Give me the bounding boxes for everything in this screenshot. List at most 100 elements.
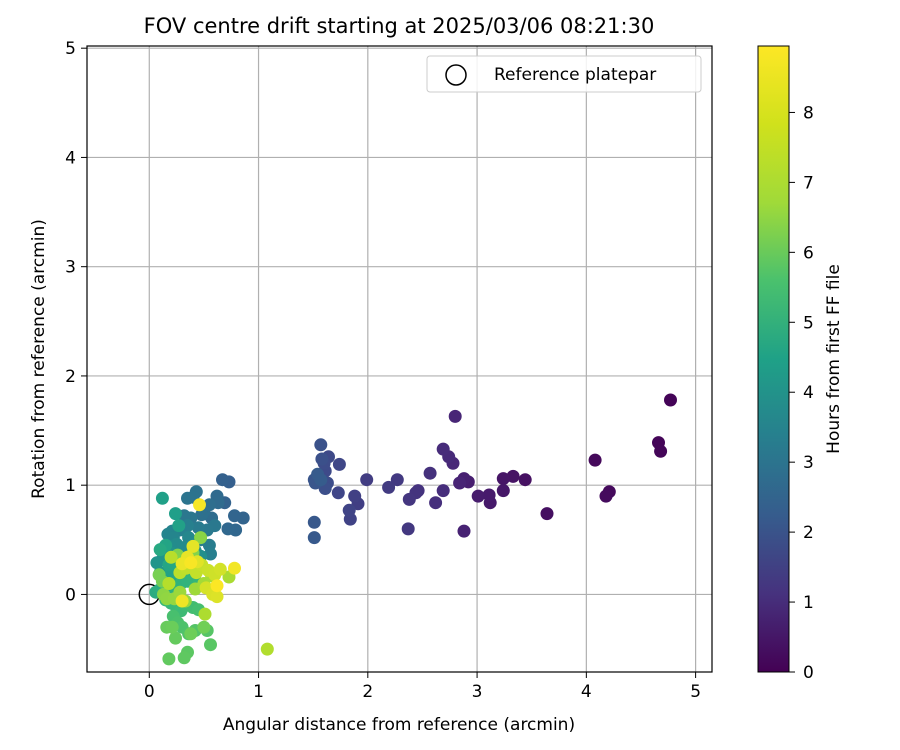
scatter-point [193,498,206,512]
scatter-point [204,547,217,561]
scatter-point [331,486,345,500]
scatter-point [164,550,178,564]
colorbar-tick-label: 5 [803,313,814,333]
scatter-point [228,509,241,523]
x-tick-label: 1 [253,682,264,702]
scatter-point [195,508,209,522]
scatter-point [429,496,443,510]
colorbar-tick-label: 6 [803,243,814,263]
x-tick-label: 4 [581,682,592,702]
scatter-point [471,489,485,503]
scatter-point [448,409,462,423]
scatter-point [588,453,602,467]
scatter-point [204,638,217,652]
scatter-point [186,539,200,553]
scatter-point [194,531,208,545]
scatter-point [423,466,437,480]
x-tick-label: 3 [472,682,483,702]
scatter-point [213,562,227,576]
colorbar-ticks: 0 1 2 3 4 5 6 7 8 [789,103,814,683]
colorbar-tick-label: 0 [803,663,814,683]
scatter-point [390,473,404,487]
scatter-point [332,457,346,471]
scatter-point [210,579,224,593]
scatter-point [314,473,328,487]
scatter-point [184,556,198,570]
scatter-point [169,507,182,521]
scatter-point [342,503,356,517]
scatter-point [172,519,186,533]
y-tick-label: 1 [65,476,76,496]
scatter-point [169,631,182,645]
colorbar [757,45,790,673]
scatter-point [482,488,496,502]
y-axis-label: Rotation from reference (arcmin) [29,219,49,499]
x-tick-label: 2 [362,682,373,702]
scatter-point [192,521,205,535]
scatter-point [210,590,224,604]
scatter-point [314,438,328,452]
scatter-point [155,491,169,505]
y-tick-label: 3 [65,258,76,278]
scatter-point [165,620,179,634]
scatter-point [436,442,450,456]
x-tick-label: 5 [690,682,701,702]
plot-frame [86,45,713,673]
grid [87,46,712,672]
scatter-point [654,444,668,458]
colorbar-tick-label: 7 [803,173,814,193]
scatter-point [177,651,191,665]
colorbar-tick-label: 8 [803,103,814,123]
scatter-point [150,556,164,570]
colorbar-label: Hours from first FF file [824,264,844,454]
scatter-point [228,561,241,575]
colorbar-tick-label: 3 [803,453,814,473]
scatter-point [307,515,321,529]
colorbar-tick-label: 2 [803,523,814,543]
scatter-point [152,568,166,582]
scatter-points [149,393,677,666]
scatter-point [307,531,321,545]
scatter-point [197,620,211,634]
y-tick-label: 5 [65,39,76,59]
scatter-point [315,452,329,466]
y-tick-label: 2 [65,367,76,387]
scatter-point [198,607,212,621]
scatter-point [382,480,396,494]
scatter-point [216,473,229,487]
scatter-point [175,594,189,608]
scatter-point [348,489,362,503]
scatter-point [153,543,167,557]
chart-title: FOV centre drift starting at 2025/03/06 … [144,14,655,38]
y-tick-label: 4 [65,148,76,168]
scatter-point [457,524,471,538]
legend-box [426,55,702,93]
scatter-point [599,489,613,503]
y-tick-label: 0 [65,585,76,605]
scatter-point [221,522,235,536]
scatter-point [162,652,176,666]
x-tick-label: 0 [144,682,155,702]
y-axis-ticks: 0 1 2 3 4 5 [65,39,87,605]
scatter-point [360,473,374,487]
colorbar-tick-label: 1 [803,593,814,613]
x-axis-ticks: 0 1 2 3 4 5 [144,672,701,702]
scatter-point [436,484,450,498]
colorbar-tick-label: 4 [803,383,814,403]
scatter-point [496,484,510,498]
scatter-point [181,491,194,505]
legend-marker [445,64,467,86]
legend: Reference platepar [426,55,702,93]
scatter-point [518,473,532,487]
scatter-point [162,577,176,590]
scatter-point [453,476,467,490]
scatter-point [402,492,416,506]
scatter-point [664,393,677,407]
scatter-point [540,507,554,521]
scatter-point [184,627,198,641]
scatter-point [260,642,274,656]
x-axis-label: Angular distance from reference (arcmin) [223,715,575,735]
scatter-point [506,469,520,483]
legend-entry-label: Reference platepar [494,65,656,85]
